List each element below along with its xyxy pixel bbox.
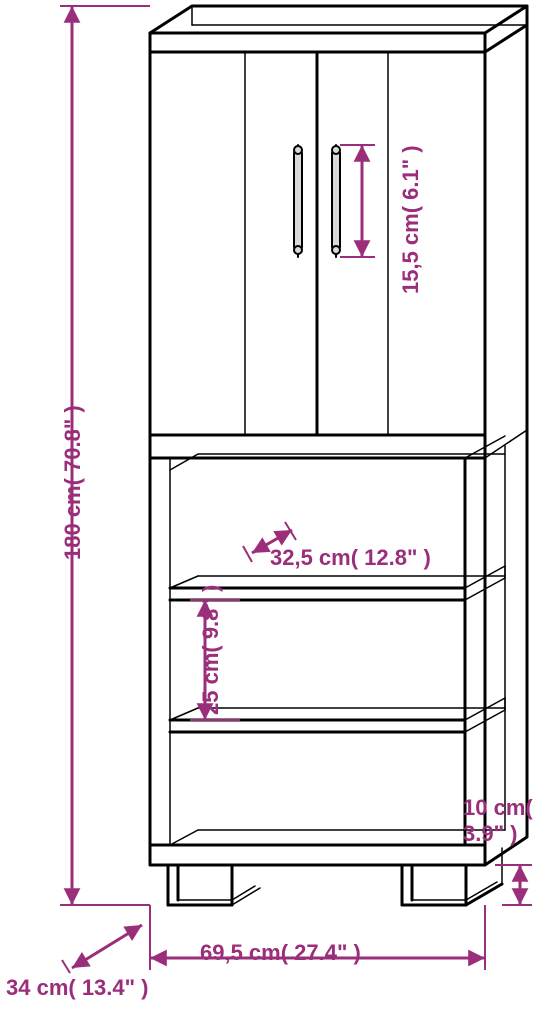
label-width: 69,5 cm( 27.4" )	[200, 940, 361, 966]
label-handle: 15,5 cm( 6.1" )	[398, 145, 424, 294]
door-handle-left	[294, 145, 302, 257]
label-height: 180 cm( 70.8" )	[60, 405, 86, 560]
label-leg: 10 cm( 3.9" )	[463, 795, 542, 847]
dim-line-depth	[72, 925, 142, 968]
label-depth: 34 cm( 13.4" )	[6, 975, 149, 1001]
label-shelf-h: 25 cm( 9.8" )	[198, 585, 224, 715]
label-shelf-d: 32,5 cm( 12.8" )	[270, 545, 431, 571]
cabinet-outline	[150, 6, 527, 905]
door-handle-right	[332, 145, 340, 257]
